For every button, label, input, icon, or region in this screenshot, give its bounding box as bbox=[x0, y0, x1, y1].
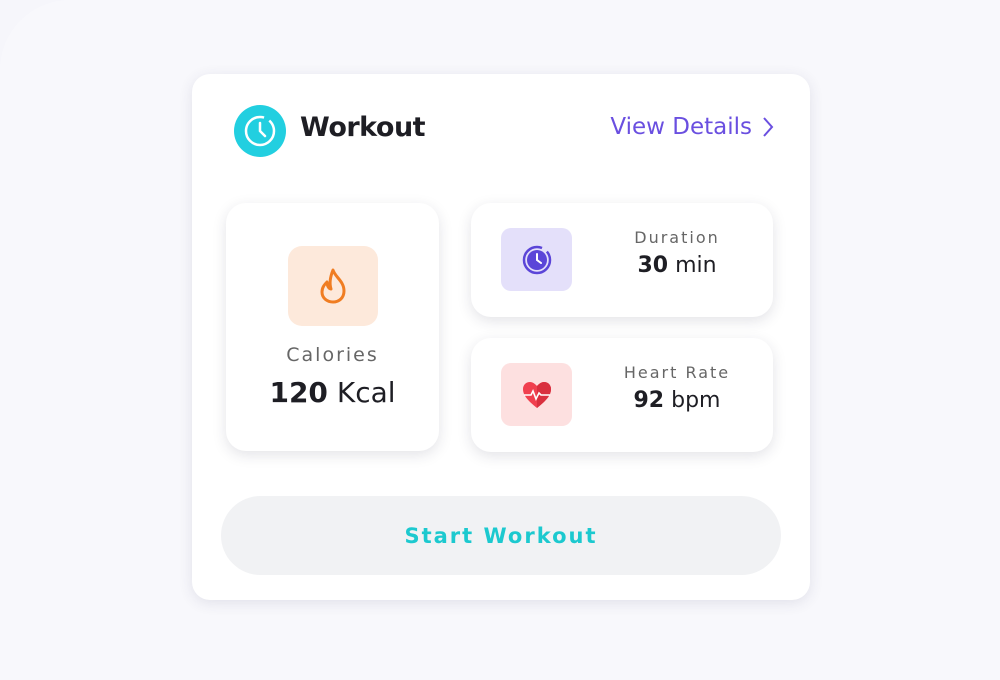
duration-label: Duration bbox=[634, 228, 720, 247]
view-details-link[interactable]: View Details bbox=[610, 114, 774, 140]
heart-rate-value: 92 bpm bbox=[633, 388, 721, 413]
heart-rate-tile: Heart Rate 92 bpm bbox=[471, 338, 773, 452]
view-details-label: View Details bbox=[610, 114, 752, 140]
start-workout-button[interactable]: Start Workout bbox=[221, 496, 781, 575]
calories-value: 120 Kcal bbox=[269, 376, 396, 409]
clock-icon bbox=[234, 105, 286, 157]
duration-value: 30 min bbox=[637, 253, 717, 278]
calories-label: Calories bbox=[286, 344, 379, 366]
duration-tile: Duration 30 min bbox=[471, 203, 773, 317]
flame-icon bbox=[287, 246, 378, 326]
clock-icon bbox=[501, 228, 572, 291]
heart-rate-label: Heart Rate bbox=[623, 363, 731, 382]
chevron-right-icon bbox=[763, 117, 774, 137]
heart-pulse-icon bbox=[501, 363, 572, 426]
card-title: Workout bbox=[300, 112, 426, 143]
calories-tile: Calories 120 Kcal bbox=[226, 203, 439, 451]
workout-card: Workout View Details Calories 120 Kcal D… bbox=[192, 74, 810, 600]
